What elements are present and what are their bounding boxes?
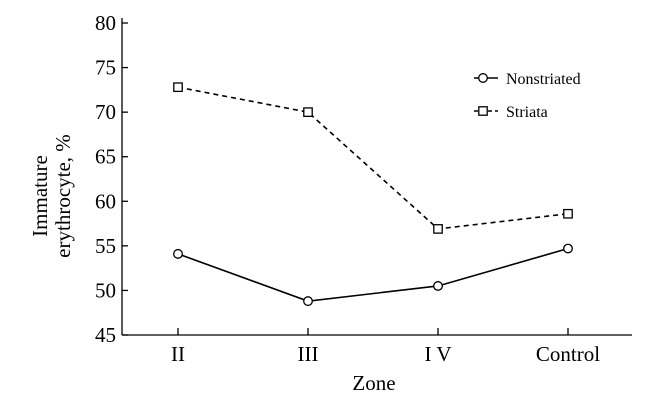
data-point-circle bbox=[303, 296, 313, 307]
data-point-square bbox=[173, 82, 183, 93]
data-point-square bbox=[433, 224, 443, 234]
legend-marker-circle bbox=[478, 73, 488, 83]
y-tick-label: 50 bbox=[95, 278, 116, 302]
y-axis-title: Immature erythrocyte, % bbox=[28, 134, 75, 258]
x-tick-label: III bbox=[298, 342, 319, 366]
series-line-striata bbox=[177, 86, 569, 230]
legend: Nonstriated Striata bbox=[474, 71, 581, 121]
data-point-circle bbox=[563, 243, 573, 254]
x-axis-title: Zone bbox=[352, 371, 395, 394]
legend-label: Striata bbox=[506, 104, 548, 121]
x-axis-ticks: II III I V Control bbox=[171, 328, 600, 366]
data-point-square bbox=[303, 107, 313, 117]
data-point-circle bbox=[433, 281, 443, 291]
x-tick-label: I V bbox=[424, 342, 451, 366]
data-point-circle bbox=[173, 248, 183, 259]
y-axis-title-line-2: erythrocyte, % bbox=[51, 134, 75, 258]
y-tick-label: 45 bbox=[95, 323, 116, 347]
y-axis-title-line-1: Immature bbox=[28, 155, 52, 237]
x-tick-label: II bbox=[171, 342, 185, 366]
y-tick-label: 75 bbox=[95, 56, 116, 80]
legend-label: Nonstriated bbox=[506, 71, 581, 88]
x-tick-label: Control bbox=[536, 342, 600, 366]
series-layer bbox=[173, 82, 573, 307]
legend-marker-square bbox=[478, 106, 488, 116]
series-nonstriated bbox=[173, 243, 573, 307]
y-axis-ticks: 45 50 55 60 65 70 75 80 bbox=[95, 11, 128, 347]
axes bbox=[121, 18, 632, 336]
y-tick-label: 65 bbox=[95, 145, 116, 169]
y-tick-label: 55 bbox=[95, 234, 116, 258]
series-striata bbox=[173, 82, 573, 234]
legend-item: Nonstriated bbox=[474, 71, 581, 88]
y-tick-label: 70 bbox=[95, 100, 116, 124]
legend-item: Striata bbox=[474, 104, 548, 121]
y-tick-label: 60 bbox=[95, 189, 116, 213]
y-tick-label: 80 bbox=[95, 11, 116, 35]
data-point-square bbox=[563, 208, 573, 219]
series-line-nonstriated bbox=[177, 247, 569, 302]
